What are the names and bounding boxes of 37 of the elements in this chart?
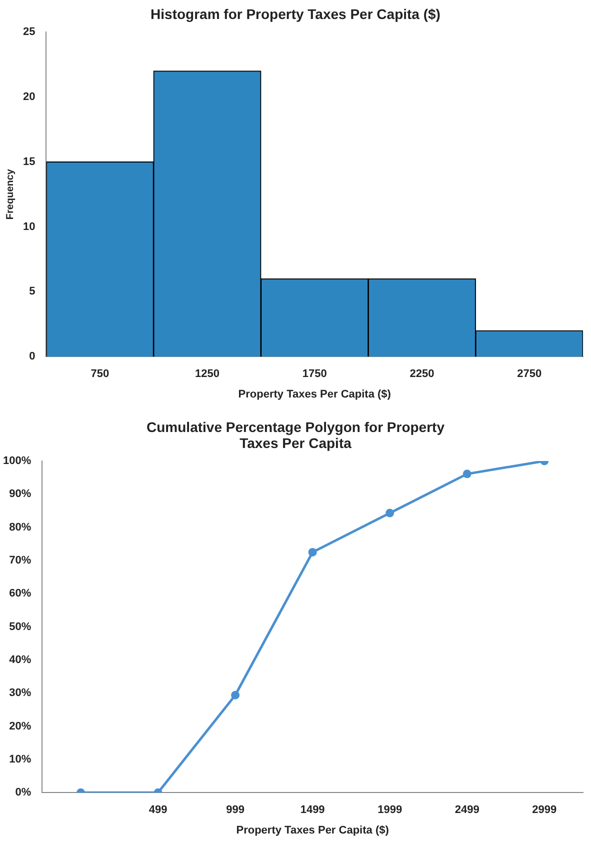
x-tick-label: 2999 [532,804,557,816]
x-tick-label: 2750 [517,368,542,380]
x-tick-label: 999 [226,804,244,816]
y-tick-label: 50% [9,620,32,633]
y-tick-label: 80% [9,521,32,534]
y-tick-label: 40% [9,654,32,666]
chart-title: Histogram for Property Taxes Per Capita ($) [150,5,442,22]
x-axis-title: Property Taxes Per Capita ($) [238,388,392,400]
y-tick-label: 20 [22,90,36,103]
x-tick-label: 1999 [378,804,402,816]
y-axis-title: Frequency [4,168,16,220]
point [462,470,472,478]
y-tick-label: 0 [29,350,36,363]
y-tick-label: 0% [15,786,32,799]
point [308,548,317,556]
y-tick-label: 15 [22,156,36,168]
x-tick-label: 1750 [302,368,327,380]
y-tick-label: 60% [9,588,32,600]
y-tick-label: 90% [9,488,32,500]
x-tick-label: 2499 [454,804,480,816]
y-tick-label: 10% [9,753,32,766]
x-tick-label: 750 [90,368,110,380]
y-tick-label: 100% [2,455,32,468]
x-tick-label: 499 [148,804,168,816]
y-tick-label: 5 [29,286,36,298]
y-tick-label: 10 [22,220,36,233]
point [231,690,240,700]
point [386,508,394,518]
chart-title: Cumulative Percentage Polygon for Property Taxes Per Capita [146,418,446,451]
y-tick-label: 70% [9,554,32,567]
y-tick-label: 25 [22,26,36,38]
x-tick-label: 1499 [300,804,325,816]
x-tick-label: 2250 [410,368,434,380]
y-tick-label: 30% [9,687,32,700]
x-axis-title: Property Taxes Per Capita ($) [236,824,390,836]
x-tick-label: 1250 [195,368,220,380]
y-tick-label: 20% [9,720,32,732]
